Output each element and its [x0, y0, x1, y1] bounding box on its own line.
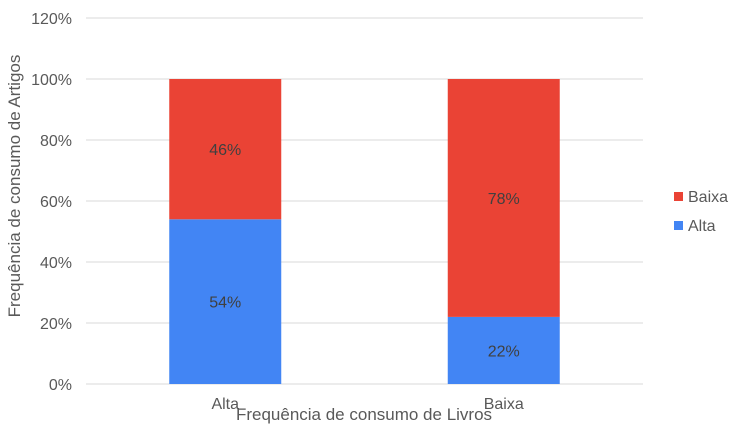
y-axis-tick-labels: 0% 20% 40% 60% 80% 100% 120% [31, 11, 72, 394]
data-label: 22% [488, 343, 520, 360]
x-tick-label: Alta [211, 396, 239, 413]
legend-swatch-alta [674, 221, 683, 230]
bar-alta-baixa [447, 316, 560, 384]
bars: 54% 46% 22% 78% [169, 79, 560, 384]
legend: Baixa Alta [674, 189, 728, 235]
y-tick-label: 80% [40, 133, 72, 150]
legend-label-alta: Alta [688, 218, 716, 235]
legend-swatch-baixa [674, 192, 683, 201]
y-tick-label: 100% [31, 72, 72, 89]
y-axis-title: Frequência de consumo de Artigos [5, 55, 24, 318]
data-label: 46% [209, 142, 241, 159]
x-tick-label: Baixa [484, 396, 524, 413]
data-label: 54% [209, 295, 241, 312]
y-tick-label: 0% [49, 377, 72, 394]
data-label: 78% [488, 191, 520, 208]
x-axis-title: Frequência de consumo de Livros [236, 405, 492, 424]
bar-baixa-baixa [447, 79, 560, 317]
x-axis-tick-labels: Alta Baixa [211, 396, 523, 413]
y-tick-label: 20% [40, 316, 72, 333]
y-tick-label: 40% [40, 255, 72, 272]
y-tick-label: 60% [40, 194, 72, 211]
y-tick-label: 120% [31, 11, 72, 28]
bar-baixa-alta [169, 79, 282, 220]
legend-label-baixa: Baixa [688, 189, 728, 206]
bar-alta-alta [169, 219, 282, 384]
